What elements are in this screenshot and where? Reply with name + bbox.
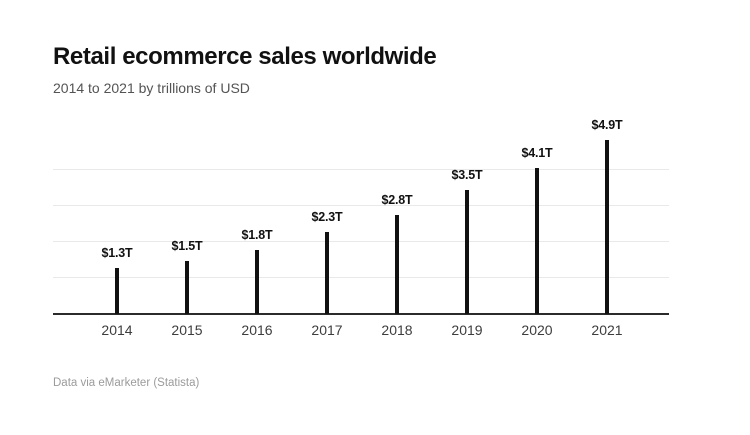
x-axis-label-2015: 2015 [171, 322, 203, 338]
bar-2021 [605, 140, 609, 314]
bar-2019 [465, 190, 469, 314]
x-axis-label-2014: 2014 [101, 322, 133, 338]
chart-subtitle: 2014 to 2021 by trillions of USD [53, 80, 250, 96]
gridline [53, 169, 669, 170]
bar-value-label: $1.3T [101, 246, 133, 260]
source-note: Data via eMarketer (Statista) [53, 377, 200, 389]
bar-2017 [325, 232, 329, 314]
gridline [53, 277, 669, 278]
bar-2014 [115, 268, 119, 314]
bar-value-label: $2.3T [311, 210, 343, 224]
x-axis-label-2021: 2021 [591, 322, 623, 338]
chart-title: Retail ecommerce sales worldwide [53, 43, 437, 70]
bar-2016 [255, 250, 259, 314]
gridline [53, 205, 669, 206]
bar-value-label: $2.8T [381, 193, 413, 207]
x-axis-label-2020: 2020 [521, 322, 553, 338]
x-axis-label-2019: 2019 [451, 322, 483, 338]
bar-2018 [395, 215, 399, 314]
bar-value-label: $4.1T [521, 146, 553, 160]
x-axis-line [53, 313, 669, 315]
bar-value-label: $1.8T [241, 228, 273, 242]
bar-2020 [535, 168, 539, 314]
gridline [53, 241, 669, 242]
bar-value-label: $4.9T [591, 118, 623, 132]
bar-value-label: $1.5T [171, 239, 203, 253]
plot-area: $1.3T 2014 $1.5T 2015 $1.8T 2016 $2.3T 2017 $2.8… [53, 110, 669, 338]
bar-value-label: $3.5T [451, 168, 483, 182]
x-axis-label-2016: 2016 [241, 322, 273, 338]
x-axis-label-2017: 2017 [311, 322, 343, 338]
x-axis-label-2018: 2018 [381, 322, 413, 338]
bar-2015 [185, 261, 189, 314]
